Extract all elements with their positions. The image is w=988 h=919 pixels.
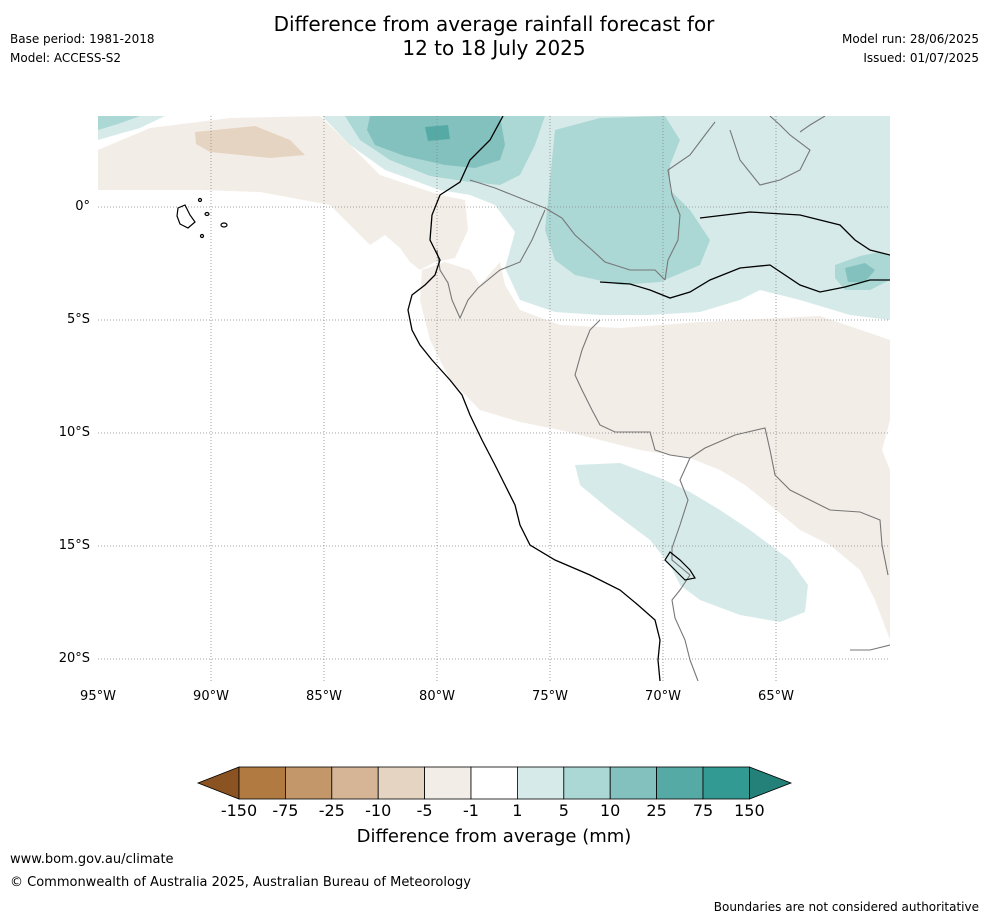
wet-region-south: [575, 463, 808, 622]
colorbar-swatch: [377, 766, 426, 800]
footer-url[interactable]: www.bom.gov.au/climate: [10, 852, 174, 867]
lon-label-70w: 70°W: [645, 689, 681, 704]
title-line-2: 12 to 18 July 2025: [402, 36, 586, 60]
colorbar-tick-label: -5: [416, 801, 433, 820]
model-name: Model: ACCESS-S2: [10, 51, 122, 65]
colorbar-swatch: [470, 766, 518, 800]
footer-copyright: © Commonwealth of Australia 2025, Austra…: [10, 875, 471, 890]
colorbar-tick-label: 25: [646, 801, 667, 820]
colorbar-swatch: [563, 766, 611, 800]
colorbar-label: Difference from average (mm): [356, 826, 632, 847]
colorbar-swatch: [284, 766, 333, 800]
chart-title: Difference from average rainfall forecas…: [0, 12, 988, 60]
lon-label-80w: 80°W: [419, 689, 455, 704]
country-borders: [436, 116, 890, 681]
lat-label-0: 0°: [75, 199, 90, 214]
colorbar-tick-label: 150: [734, 801, 765, 820]
colorbar-tick-label: -1: [463, 801, 479, 820]
colorbar-tick-label: -150: [220, 801, 258, 820]
colorbar-tick-label: 75: [692, 801, 714, 820]
colorbar-swatch: [656, 766, 704, 800]
lon-label-85w: 85°W: [306, 689, 342, 704]
colorbar-tick-label: -25: [318, 801, 345, 820]
lon-label-75w: 75°W: [532, 689, 568, 704]
dry-region-north-inner: [195, 126, 305, 158]
lat-label-5s: 5°S: [66, 312, 90, 327]
dry-region-north: [98, 116, 468, 270]
lon-label-90w: 90°W: [193, 689, 229, 704]
footer-disclaimer: Boundaries are not considered authoritat…: [713, 900, 979, 914]
lat-label-20s: 20°S: [58, 651, 90, 666]
lon-label-95w: 95°W: [80, 689, 116, 704]
wet-region-east-core: [845, 263, 875, 282]
lon-label-65w: 65°W: [758, 689, 794, 704]
wet-region-north-core: [367, 116, 505, 168]
lat-label-10s: 10°S: [58, 425, 90, 440]
base-period: Base period: 1981-2018: [10, 32, 155, 46]
colorbar-swatch: [702, 766, 750, 800]
colorbar-swatch: [517, 766, 565, 800]
colorbar-arrow-high: [749, 766, 793, 800]
colorbar-swatch: [609, 766, 658, 800]
dry-region-central: [420, 262, 890, 640]
wet-region-amazon: [545, 116, 710, 285]
galapagos-islands: [176, 197, 228, 239]
colorbar-tick-label: 10: [600, 801, 621, 820]
title-line-1: Difference from average rainfall forecas…: [273, 12, 715, 36]
colorbar-swatch: [238, 766, 286, 800]
colorbar-tick-label: 1: [512, 801, 523, 820]
lake-titicaca: [664, 551, 696, 581]
lat-label-15s: 15°S: [58, 538, 90, 553]
issued-date: Issued: 01/07/2025: [863, 51, 979, 65]
colorbar-tick-label: -10: [365, 801, 392, 820]
lat-gridlines: [98, 206, 890, 660]
colorbar-swatch: [331, 766, 379, 800]
colorbar: [196, 766, 793, 800]
lon-gridlines: [210, 116, 777, 681]
colorbar-tick-label: -75: [272, 801, 299, 820]
colorbar-tick-label: 5: [558, 801, 569, 820]
wet-region-northwest-mid: [98, 116, 140, 130]
colorbar-swatch: [424, 766, 472, 800]
coastline: [407, 116, 890, 681]
colorbar-arrow-low: [196, 766, 240, 800]
wet-region-north-peak: [425, 125, 450, 141]
model-run: Model run: 28/06/2025: [841, 32, 979, 46]
